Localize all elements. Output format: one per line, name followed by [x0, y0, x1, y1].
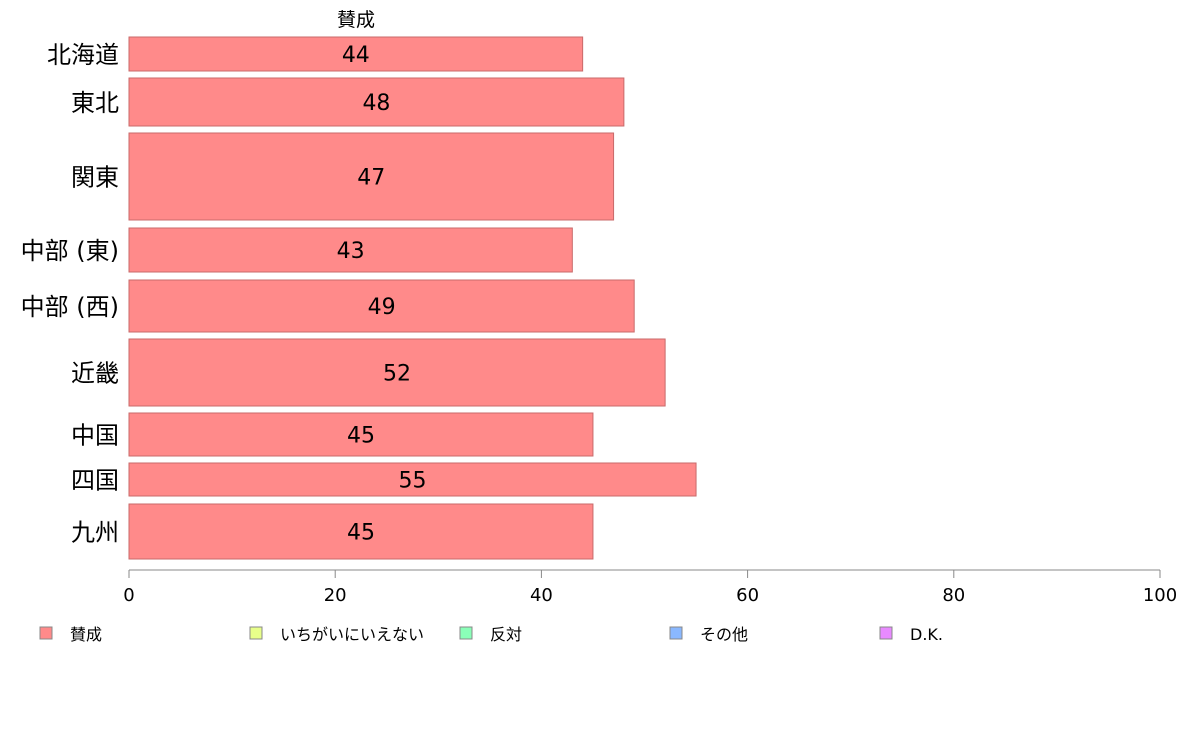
category-label: 近畿: [71, 360, 119, 388]
category-label: 中部 (東): [21, 237, 119, 265]
legend-swatch: [39, 626, 53, 640]
x-tick-label: 100: [1143, 585, 1177, 606]
category-label: 中部 (西): [21, 293, 119, 321]
bar: [128, 462, 697, 497]
category-label: 九州: [71, 519, 119, 547]
column-title: 賛成: [337, 9, 375, 31]
bar: [128, 503, 594, 560]
x-tick-label: 20: [324, 585, 347, 606]
bar-value-label: 55: [399, 469, 427, 494]
x-tick-label: 80: [942, 585, 965, 606]
legend-label: 賛成: [70, 625, 102, 644]
legend-swatch: [669, 626, 683, 640]
bar-value-label: 52: [383, 362, 411, 387]
x-tick-label: 60: [736, 585, 759, 606]
bar-value-label: 45: [347, 521, 375, 546]
legend-swatch: [879, 626, 893, 640]
bar-value-label: 48: [362, 91, 390, 116]
bar: [128, 279, 635, 333]
bar: [128, 36, 584, 72]
category-label: 中国: [71, 422, 119, 450]
bar-value-label: 49: [368, 295, 396, 320]
bar: [128, 412, 594, 457]
legend: 賛成 いちがいにいえない 反対 その他 D.K.: [39, 625, 943, 644]
bar: [128, 132, 615, 221]
legend-label: いちがいにいえない: [280, 625, 424, 644]
bars-group: 44 北海道 48 東北 47 関東 43 中部 (東) 49 中部 (西) 52 近畿 45 中国 55 四…: [21, 36, 697, 560]
category-label: 四国: [71, 467, 119, 495]
legend-label: 反対: [490, 625, 522, 644]
x-tick-label: 0: [123, 585, 134, 606]
x-axis: 0 20 40 60 80 100: [123, 569, 1177, 606]
legend-label: その他: [700, 625, 748, 644]
bar: [128, 77, 625, 127]
bar-value-label: 45: [347, 424, 375, 449]
bar-value-label: 47: [357, 166, 385, 191]
legend-label: D.K.: [910, 625, 943, 644]
bar-value-label: 44: [342, 43, 370, 68]
legend-swatch: [459, 626, 473, 640]
bar-value-label: 43: [337, 239, 365, 264]
bar: [128, 338, 666, 407]
x-tick-label: 40: [530, 585, 553, 606]
legend-swatch: [249, 626, 263, 640]
category-label: 関東: [71, 164, 119, 192]
category-label: 東北: [71, 89, 119, 117]
bar: [128, 227, 573, 273]
category-label: 北海道: [47, 41, 119, 69]
